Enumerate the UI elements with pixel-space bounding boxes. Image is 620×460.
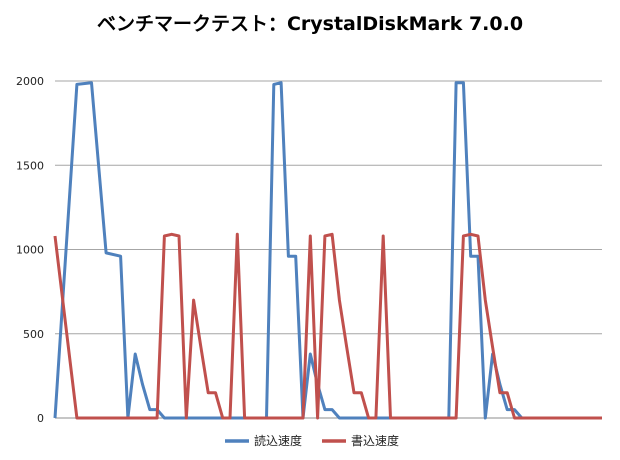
y-tick-label: 2000: [16, 75, 44, 88]
series-line-2: [53, 232, 602, 420]
y-tick-label: 500: [23, 328, 44, 341]
y-tick-label: 0: [37, 412, 44, 425]
series-line-1: [53, 81, 602, 420]
chart-title: ベンチマークテスト：CrystalDiskMark 7.0.0: [97, 13, 523, 35]
legend-label-1: 読込速度: [254, 433, 302, 448]
y-tick-label: 1000: [16, 244, 44, 257]
grid-layer: 0 500 1000 1500 2000: [16, 75, 602, 425]
series-layer: [53, 81, 602, 420]
legend-label-2: 書込速度: [351, 433, 399, 448]
y-tick-label: 1500: [16, 159, 44, 172]
legend: 読込速度 書込速度: [225, 433, 399, 448]
